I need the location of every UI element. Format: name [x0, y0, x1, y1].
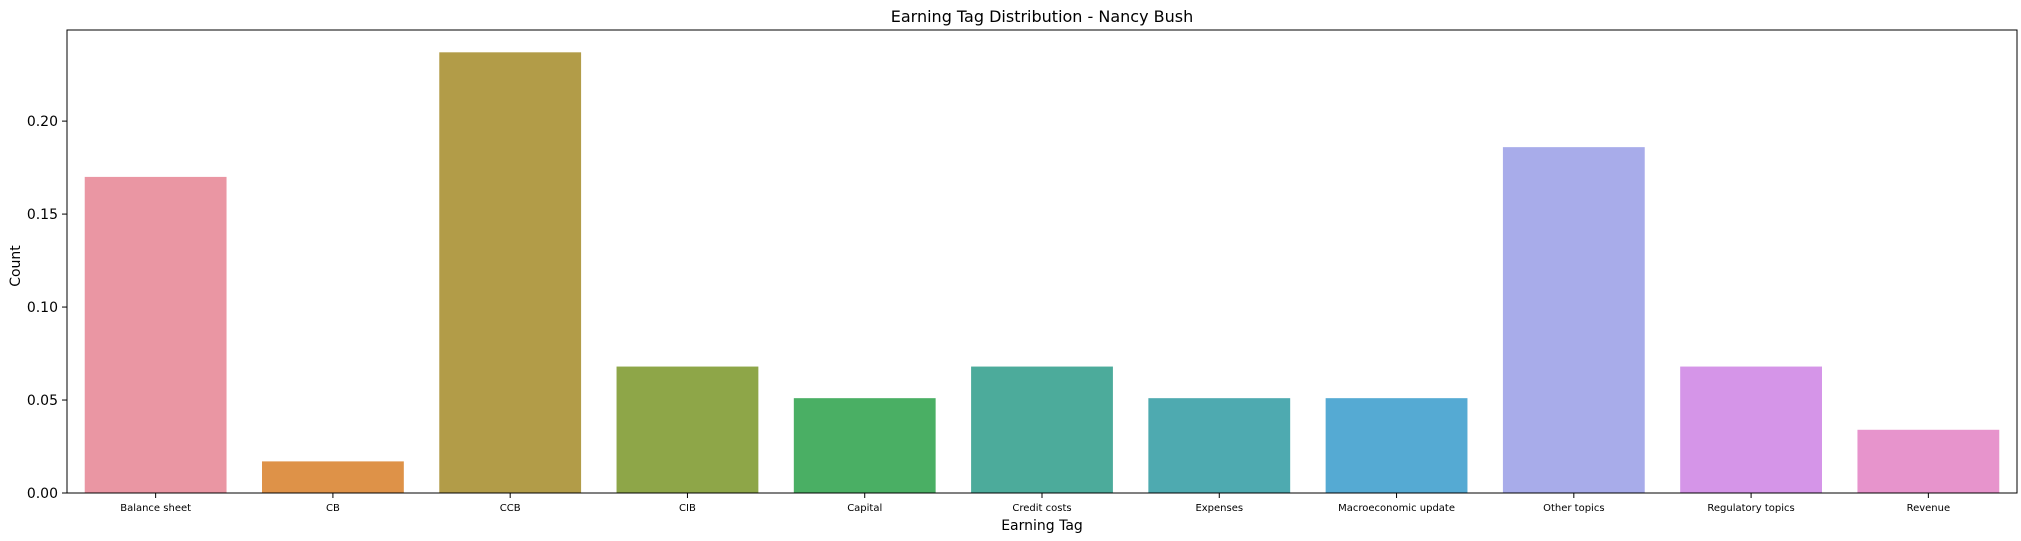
bar-2 [439, 52, 582, 493]
x-tick-label-4: Capital [847, 503, 882, 514]
x-tick-label-7: Macroeconomic update [1338, 503, 1455, 514]
y-ticks-group: 0.00 0.05 0.10 0.15 0.20 [27, 114, 67, 502]
x-tick-label-10: Revenue [1907, 503, 1951, 514]
y-tick-label-0: 0.00 [27, 486, 58, 502]
bar-0 [84, 176, 227, 494]
bars-group [84, 52, 2000, 494]
bar-5 [971, 366, 1113, 493]
x-tick-label-9: Regulatory topics [1707, 503, 1794, 514]
x-axis-label: Earning Tag [1001, 518, 1083, 534]
bar-1 [262, 461, 404, 493]
chart-title: Earning Tag Distribution - Nancy Bush [891, 7, 1194, 26]
bar-10 [1857, 429, 2000, 493]
bar-6 [1148, 398, 1291, 493]
x-tick-label-5: Credit costs [1012, 503, 1071, 514]
y-tick-label-2: 0.10 [27, 300, 58, 316]
x-tick-label-3: CIB [679, 503, 696, 514]
x-ticks-group: Balance sheet CB CCB CIB Capital Credit costs… [120, 493, 1950, 514]
bar-4 [793, 398, 936, 493]
y-tick-label-4: 0.20 [27, 114, 58, 130]
plot-frame [66, 29, 2018, 494]
y-tick-label-1: 0.05 [27, 393, 58, 409]
bar-8 [1502, 147, 1645, 493]
bar-7 [1325, 398, 1468, 493]
x-tick-label-6: Expenses [1195, 503, 1243, 514]
x-tick-label-2: CCB [500, 503, 521, 514]
y-axis-label: Count [8, 245, 24, 287]
bar-3 [616, 366, 759, 493]
y-tick-label-3: 0.15 [27, 207, 58, 223]
x-tick-label-8: Other topics [1543, 503, 1604, 514]
x-tick-label-1: CB [326, 503, 340, 514]
x-tick-label-0: Balance sheet [120, 503, 191, 514]
bar-9 [1680, 366, 1822, 493]
